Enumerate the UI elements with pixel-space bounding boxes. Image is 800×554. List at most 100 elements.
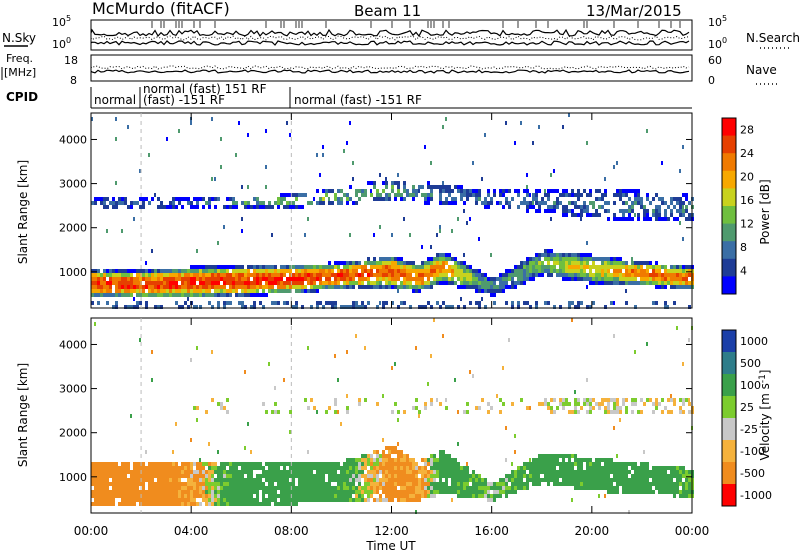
power-cell bbox=[652, 209, 655, 213]
power-cell bbox=[316, 201, 319, 205]
power-cell bbox=[181, 289, 184, 293]
velocity-cell bbox=[256, 498, 259, 502]
velocity-cell bbox=[673, 482, 676, 486]
velocity-cell bbox=[298, 470, 301, 474]
velocity-cell bbox=[250, 494, 253, 498]
velocity-cell bbox=[598, 402, 601, 406]
velocity-cell bbox=[613, 410, 616, 414]
power-cell bbox=[664, 209, 667, 213]
power-cell bbox=[502, 285, 505, 289]
power-cell bbox=[457, 273, 460, 277]
power-cell bbox=[379, 225, 381, 229]
power-cell bbox=[526, 205, 529, 209]
power-cell bbox=[247, 265, 250, 269]
power-cell bbox=[172, 205, 175, 209]
velocity-cell bbox=[235, 482, 238, 486]
velocity-cell bbox=[583, 474, 586, 478]
velocity-cell bbox=[295, 490, 298, 494]
power-cell bbox=[160, 305, 163, 309]
power-cell bbox=[553, 265, 556, 269]
velocity-cell bbox=[328, 482, 331, 486]
power-cell bbox=[379, 301, 381, 305]
velocity-cell bbox=[262, 494, 265, 498]
power-cell bbox=[103, 285, 106, 289]
velocity-cell bbox=[283, 474, 286, 478]
power-cell bbox=[586, 285, 588, 289]
power-cell bbox=[595, 265, 598, 269]
velocity-cell bbox=[553, 454, 556, 458]
velocity-cell bbox=[376, 470, 379, 474]
velocity-cell bbox=[97, 478, 100, 482]
power-cell bbox=[280, 197, 283, 201]
velocity-cell bbox=[577, 462, 580, 466]
velocity-cell bbox=[610, 490, 613, 494]
velocity-cell bbox=[331, 470, 334, 474]
velocity-cell bbox=[271, 482, 274, 486]
power-cell bbox=[439, 277, 442, 281]
velocity-cell bbox=[664, 406, 667, 410]
velocity-cell bbox=[409, 478, 412, 482]
velocity-cell bbox=[436, 470, 439, 474]
power-cell bbox=[505, 197, 508, 201]
power-cell bbox=[223, 273, 226, 277]
velocity-cell bbox=[199, 478, 202, 482]
power-cell bbox=[196, 265, 199, 269]
velocity-cell bbox=[172, 490, 175, 494]
power-cell bbox=[301, 269, 304, 273]
velocity-cell bbox=[604, 466, 607, 470]
velocity-cell bbox=[214, 478, 217, 482]
velocity-cell bbox=[574, 478, 577, 482]
velocity-cell bbox=[286, 470, 289, 474]
power-cell bbox=[640, 273, 643, 277]
velocity-cell bbox=[181, 462, 184, 466]
power-cell bbox=[259, 277, 262, 281]
power-cell bbox=[265, 269, 268, 273]
power-cell bbox=[229, 301, 232, 305]
velocity-cell bbox=[520, 478, 523, 482]
power-cell bbox=[355, 305, 358, 309]
velocity-cell bbox=[325, 466, 328, 470]
velocity-cell bbox=[586, 458, 589, 462]
velocity-cell bbox=[136, 474, 139, 478]
power-cell bbox=[196, 285, 199, 289]
velocity-cell bbox=[385, 494, 388, 498]
power-cell bbox=[148, 277, 151, 281]
velocity-cell bbox=[577, 402, 580, 406]
velocity-cell bbox=[625, 490, 628, 494]
velocity-cell bbox=[337, 410, 339, 414]
power-cell bbox=[292, 305, 295, 309]
velocity-cell bbox=[403, 478, 406, 482]
power-cell bbox=[274, 269, 277, 273]
power-cell bbox=[364, 189, 367, 193]
velocity-cell bbox=[319, 486, 322, 490]
power-cell bbox=[457, 285, 460, 289]
power-cell bbox=[430, 273, 433, 277]
velocity-cell bbox=[538, 470, 541, 474]
power-cell bbox=[367, 301, 370, 305]
velocity-cell bbox=[442, 334, 444, 338]
power-cell bbox=[391, 273, 394, 277]
velocity-cell bbox=[130, 474, 133, 478]
power-cell bbox=[652, 197, 655, 201]
velocity-cell bbox=[679, 494, 682, 498]
power-cell bbox=[304, 269, 307, 273]
velocity-cell bbox=[112, 474, 115, 478]
velocity-cell bbox=[301, 482, 304, 486]
power-cell bbox=[577, 189, 580, 193]
velocity-cell bbox=[370, 482, 373, 486]
power-cell bbox=[478, 277, 481, 281]
velocity-cell bbox=[286, 478, 289, 482]
velocity-cell bbox=[484, 494, 487, 498]
power-cell bbox=[241, 277, 244, 281]
power-cell bbox=[358, 285, 361, 289]
power-cell bbox=[382, 261, 385, 265]
power-cell bbox=[325, 273, 328, 277]
velocity-cell bbox=[100, 474, 103, 478]
velocity-cell bbox=[496, 482, 499, 486]
power-cell bbox=[508, 273, 511, 277]
power-cell bbox=[226, 301, 229, 305]
velocity-cell bbox=[427, 490, 430, 494]
power-cell bbox=[556, 189, 559, 193]
velocity-cell bbox=[562, 482, 565, 486]
velocity-cell bbox=[469, 478, 472, 482]
